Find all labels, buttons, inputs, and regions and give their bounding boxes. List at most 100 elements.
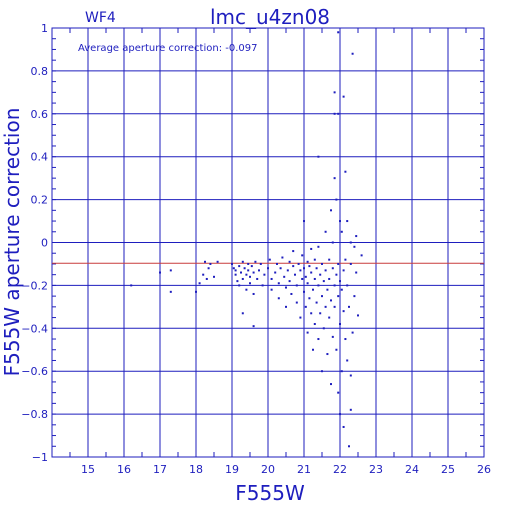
data-point <box>324 230 327 233</box>
data-point <box>261 284 264 287</box>
data-point <box>279 267 282 270</box>
x-axis-label: F555W <box>235 481 305 505</box>
y-tick-label: 0.8 <box>31 65 49 78</box>
data-point <box>339 323 341 326</box>
x-tick-label: 22 <box>333 463 347 476</box>
data-point <box>328 316 331 319</box>
x-tick-label: 20 <box>261 463 275 476</box>
x-tick-label: 24 <box>405 463 419 476</box>
data-point <box>204 260 206 263</box>
data-point <box>270 288 273 291</box>
data-point <box>169 290 172 293</box>
data-point <box>276 262 278 265</box>
data-point <box>317 338 320 341</box>
data-point <box>292 265 295 268</box>
data-point <box>252 271 255 274</box>
data-point <box>337 262 340 265</box>
data-point <box>236 280 239 283</box>
data-point <box>304 305 307 308</box>
data-point <box>270 277 273 280</box>
data-point <box>317 284 320 287</box>
data-point <box>245 288 248 291</box>
data-point <box>169 269 172 272</box>
data-point <box>213 275 215 278</box>
data-point <box>267 267 269 270</box>
data-point <box>340 370 343 373</box>
data-point <box>328 258 331 261</box>
y-tick-label: −0.8 <box>21 408 48 421</box>
data-point <box>306 260 309 263</box>
data-point <box>333 305 336 308</box>
data-point <box>241 277 244 280</box>
data-point <box>310 247 313 250</box>
x-tick-label: 16 <box>117 463 131 476</box>
data-point <box>308 297 311 300</box>
data-point <box>310 312 313 315</box>
data-point <box>256 277 259 280</box>
data-point <box>205 277 208 280</box>
data-point <box>295 284 298 287</box>
data-point <box>344 170 347 173</box>
data-point <box>268 258 271 261</box>
data-point <box>243 267 246 270</box>
data-point <box>241 312 244 315</box>
data-point <box>209 262 212 265</box>
data-point <box>285 286 287 289</box>
data-point <box>342 425 345 428</box>
data-point <box>241 260 244 263</box>
data-point <box>322 327 325 330</box>
data-point <box>321 262 323 265</box>
data-point <box>330 383 332 386</box>
data-point <box>321 295 323 298</box>
data-point <box>283 275 286 278</box>
data-point <box>351 52 354 55</box>
data-point <box>348 305 350 308</box>
data-point <box>299 316 302 319</box>
chip-label: WF4 <box>85 10 116 26</box>
data-point <box>277 282 280 285</box>
data-point <box>286 269 289 272</box>
data-point <box>303 220 305 223</box>
data-point <box>297 262 300 265</box>
data-point <box>207 267 210 270</box>
data-point <box>202 273 205 276</box>
data-point <box>340 288 343 291</box>
data-point <box>288 260 291 263</box>
data-point <box>281 256 284 259</box>
x-tick-label: 21 <box>297 463 311 476</box>
data-point <box>319 312 322 315</box>
x-tick-label: 18 <box>189 463 203 476</box>
data-point <box>252 292 255 295</box>
data-point <box>326 353 329 356</box>
data-point <box>353 295 356 298</box>
data-point <box>317 155 320 158</box>
data-points <box>130 31 363 448</box>
data-point <box>324 305 327 308</box>
data-point <box>130 284 133 287</box>
data-point <box>331 241 334 244</box>
data-point <box>328 277 331 280</box>
data-point <box>342 310 345 313</box>
data-point <box>216 260 219 263</box>
data-point <box>250 265 253 268</box>
data-point <box>306 282 309 285</box>
data-point <box>346 359 349 362</box>
data-point <box>247 269 250 272</box>
x-tick-label: 25 <box>441 463 455 476</box>
data-point <box>315 301 318 304</box>
x-tick-label: 17 <box>153 463 167 476</box>
data-point <box>249 275 251 278</box>
data-point <box>337 295 340 298</box>
data-point <box>324 269 327 272</box>
data-point <box>349 374 352 377</box>
y-tick-label: 0 <box>41 237 48 250</box>
data-point <box>330 209 332 212</box>
data-point <box>159 271 161 274</box>
data-point <box>355 271 358 274</box>
data-point <box>198 282 201 285</box>
data-point <box>349 262 352 265</box>
data-point <box>313 258 316 261</box>
data-point <box>263 273 266 276</box>
data-point <box>337 391 340 394</box>
